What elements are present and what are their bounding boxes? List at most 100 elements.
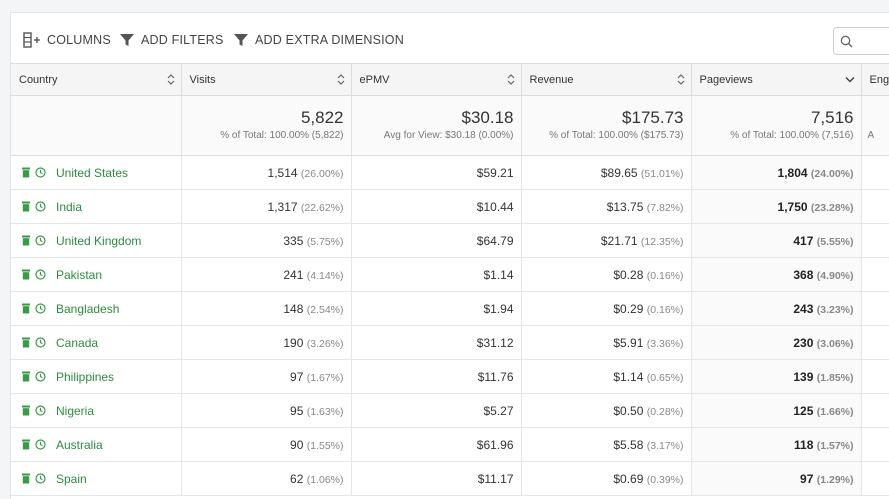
country-link[interactable]: India <box>56 199 83 214</box>
clock-icon[interactable] <box>35 405 46 416</box>
clock-icon[interactable] <box>35 269 46 280</box>
table-row[interactable]: India 1,317 (22.62%) $10.44 $13.75 (7.82… <box>11 189 889 224</box>
trash-icon[interactable] <box>21 167 31 178</box>
sort-icon[interactable] <box>167 73 175 86</box>
report-table: Country Visits ePMV Revenue Pageviews En… <box>11 63 889 496</box>
cell-percent: (12.35%) <box>640 235 684 248</box>
column-header-eng[interactable]: Eng <box>861 63 889 96</box>
clock-icon[interactable] <box>35 235 46 246</box>
cell-value: 97 <box>800 471 814 486</box>
total-subtext: % of Total: 100.00% (7,516) <box>730 130 854 141</box>
epmv-cell: $10.44 <box>351 189 522 224</box>
columns-button[interactable]: COLUMNS <box>23 32 111 48</box>
epmv-cell: $61.96 <box>351 427 522 462</box>
cell-percent: (3.26%) <box>306 337 344 350</box>
country-link[interactable]: Nigeria <box>56 403 95 418</box>
eng-cell <box>861 359 889 394</box>
table-row[interactable]: Philippines 97 (1.67%) $11.76 $1.14 (0.6… <box>11 359 889 394</box>
add-filters-label: ADD FILTERS <box>141 33 224 47</box>
cell-value: 335 <box>283 233 304 248</box>
table-row[interactable]: Nigeria 95 (1.63%) $5.27 $0.50 (0.28%) 1… <box>11 393 889 428</box>
epmv-cell: $1.94 <box>351 291 522 326</box>
cell-value: $64.79 <box>476 233 514 248</box>
country-link[interactable]: Australia <box>56 437 103 452</box>
column-header-revenue[interactable]: Revenue <box>521 63 692 96</box>
cell-value: $13.75 <box>606 199 644 214</box>
cell-percent: (5.75%) <box>306 235 344 248</box>
trash-icon[interactable] <box>21 337 31 348</box>
cell-value: $61.96 <box>476 437 514 452</box>
table-row[interactable]: Spain 62 (1.06%) $11.17 $0.69 (0.39%) 97… <box>11 461 889 496</box>
clock-icon[interactable] <box>35 303 46 314</box>
country-link[interactable]: Canada <box>56 335 99 350</box>
cell-value: $31.12 <box>476 335 514 350</box>
chevron-down-icon[interactable] <box>844 73 855 86</box>
search-input[interactable] <box>857 34 889 48</box>
table-row[interactable]: United Kingdom 335 (5.75%) $64.79 $21.71… <box>11 223 889 258</box>
trash-icon[interactable] <box>21 303 31 314</box>
pageviews-cell: 368 (4.90%) <box>691 257 862 292</box>
table-row[interactable]: United States 1,514 (26.00%) $59.21 $89.… <box>11 155 889 190</box>
clock-icon[interactable] <box>35 473 46 484</box>
column-header-label: Eng <box>869 73 889 86</box>
revenue-cell: $0.50 (0.28%) <box>521 393 692 428</box>
cell-value: $89.65 <box>600 165 638 180</box>
country-link[interactable]: United Kingdom <box>56 233 142 248</box>
column-header-visits[interactable]: Visits <box>181 63 352 96</box>
table-row[interactable]: Bangladesh 148 (2.54%) $1.94 $0.29 (0.16… <box>11 291 889 326</box>
cell-value: 368 <box>793 267 814 282</box>
clock-icon[interactable] <box>35 167 46 178</box>
total-subtext: A <box>867 130 875 141</box>
cell-value: 1,514 <box>267 165 298 180</box>
trash-icon[interactable] <box>21 201 31 212</box>
trash-icon[interactable] <box>21 371 31 382</box>
country-cell: India <box>11 189 182 224</box>
epmv-cell: $64.79 <box>351 223 522 258</box>
total-value: $175.73 <box>622 108 684 127</box>
table-row[interactable]: Pakistan 241 (4.14%) $1.14 $0.28 (0.16%)… <box>11 257 889 292</box>
cell-percent: (1.67%) <box>306 371 344 384</box>
clock-icon[interactable] <box>35 439 46 450</box>
column-header-epmv[interactable]: ePMV <box>351 63 522 96</box>
cell-value: 97 <box>290 369 304 384</box>
sort-icon[interactable] <box>677 73 685 86</box>
clock-icon[interactable] <box>35 201 46 212</box>
trash-icon[interactable] <box>21 473 31 484</box>
cell-value: $11.76 <box>477 369 514 384</box>
cell-value: $0.28 <box>613 267 644 282</box>
country-link[interactable]: Pakistan <box>56 267 103 282</box>
visits-cell: 1,514 (26.00%) <box>181 155 352 190</box>
add-filters-button[interactable]: ADD FILTERS <box>119 32 224 48</box>
search-box[interactable] <box>833 27 889 55</box>
country-link[interactable]: Bangladesh <box>56 301 120 316</box>
country-link[interactable]: Spain <box>56 471 87 486</box>
revenue-cell: $5.91 (3.36%) <box>521 325 692 360</box>
cell-value: 125 <box>793 403 814 418</box>
visits-cell: 62 (1.06%) <box>181 461 352 496</box>
clock-icon[interactable] <box>35 371 46 382</box>
total-value: 7,516 <box>810 108 854 127</box>
visits-cell: 241 (4.14%) <box>181 257 352 292</box>
column-header-label: Country <box>19 73 58 86</box>
cell-percent: (1.57%) <box>816 439 854 452</box>
sort-icon[interactable] <box>337 73 345 86</box>
pageviews-cell: 230 (3.06%) <box>691 325 862 360</box>
cell-percent: (0.16%) <box>646 303 684 316</box>
clock-icon[interactable] <box>35 337 46 348</box>
trash-icon[interactable] <box>21 235 31 246</box>
header-row: Country Visits ePMV Revenue Pageviews En… <box>11 63 889 96</box>
column-header-country[interactable]: Country <box>11 63 182 96</box>
table-row[interactable]: Australia 90 (1.55%) $61.96 $5.58 (3.17%… <box>11 427 889 462</box>
trash-icon[interactable] <box>21 269 31 280</box>
table-row[interactable]: Canada 190 (3.26%) $31.12 $5.91 (3.36%) … <box>11 325 889 360</box>
cell-value: 417 <box>793 233 814 248</box>
trash-icon[interactable] <box>21 405 31 416</box>
country-link[interactable]: United States <box>56 165 129 180</box>
sort-icon[interactable] <box>507 73 515 86</box>
column-header-pageviews[interactable]: Pageviews <box>691 63 862 96</box>
add-extra-dimension-button[interactable]: ADD EXTRA DIMENSION <box>233 32 404 48</box>
cell-value: $10.44 <box>476 199 514 214</box>
epmv-cell: $5.27 <box>351 393 522 428</box>
trash-icon[interactable] <box>21 439 31 450</box>
country-link[interactable]: Philippines <box>56 369 115 384</box>
